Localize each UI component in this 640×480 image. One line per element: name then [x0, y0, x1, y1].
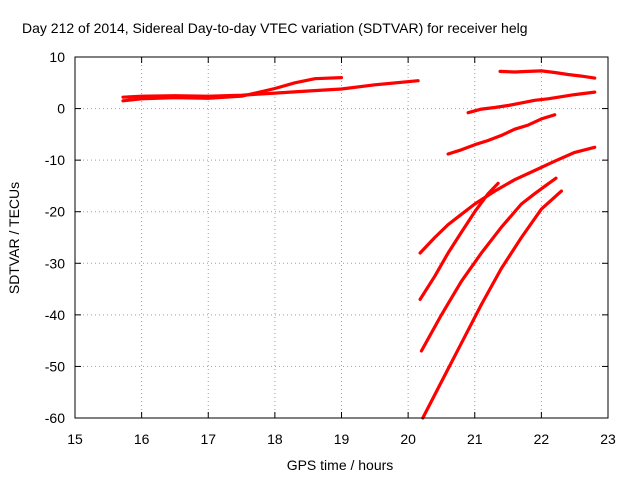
x-tick-label: 19 [334, 431, 350, 447]
data-series-7 [418, 181, 500, 301]
x-tick-label: 18 [267, 431, 283, 447]
x-tick-label: 16 [134, 431, 150, 447]
y-tick-label: 0 [57, 101, 65, 117]
x-axis-tick-labels: 15 16 17 18 19 20 21 22 23 [67, 431, 616, 447]
y-tick-label: -50 [45, 358, 65, 374]
data-series-3 [498, 69, 597, 80]
data-series-2 [121, 79, 420, 99]
axis-ticks [74, 56, 609, 419]
y-axis-tick-labels: 10 0 -10 -20 -30 -40 -50 -60 [45, 49, 65, 426]
y-tick-label: -10 [45, 152, 65, 168]
data-series-9 [421, 189, 564, 420]
y-tick-label: -60 [45, 410, 65, 426]
chart-title: Day 212 of 2014, Sidereal Day-to-day VTE… [22, 20, 528, 36]
grid [75, 57, 608, 418]
x-axis-title: GPS time / hours [287, 457, 394, 473]
x-tick-label: 23 [600, 431, 616, 447]
x-tick-label: 22 [534, 431, 550, 447]
data-series-4 [466, 90, 597, 115]
data-series-6 [418, 145, 597, 255]
x-tick-label: 15 [67, 431, 83, 447]
data-series-group [121, 69, 597, 420]
x-tick-label: 17 [200, 431, 216, 447]
data-series-8 [419, 176, 558, 353]
x-tick-label: 21 [467, 431, 483, 447]
y-tick-label: -40 [45, 307, 65, 323]
y-axis-title: SDTVAR / TECUs [6, 182, 22, 294]
y-tick-label: -20 [45, 204, 65, 220]
x-tick-label: 20 [400, 431, 416, 447]
y-tick-label: 10 [49, 49, 65, 65]
data-series-5 [446, 113, 557, 156]
y-tick-label: -30 [45, 255, 65, 271]
